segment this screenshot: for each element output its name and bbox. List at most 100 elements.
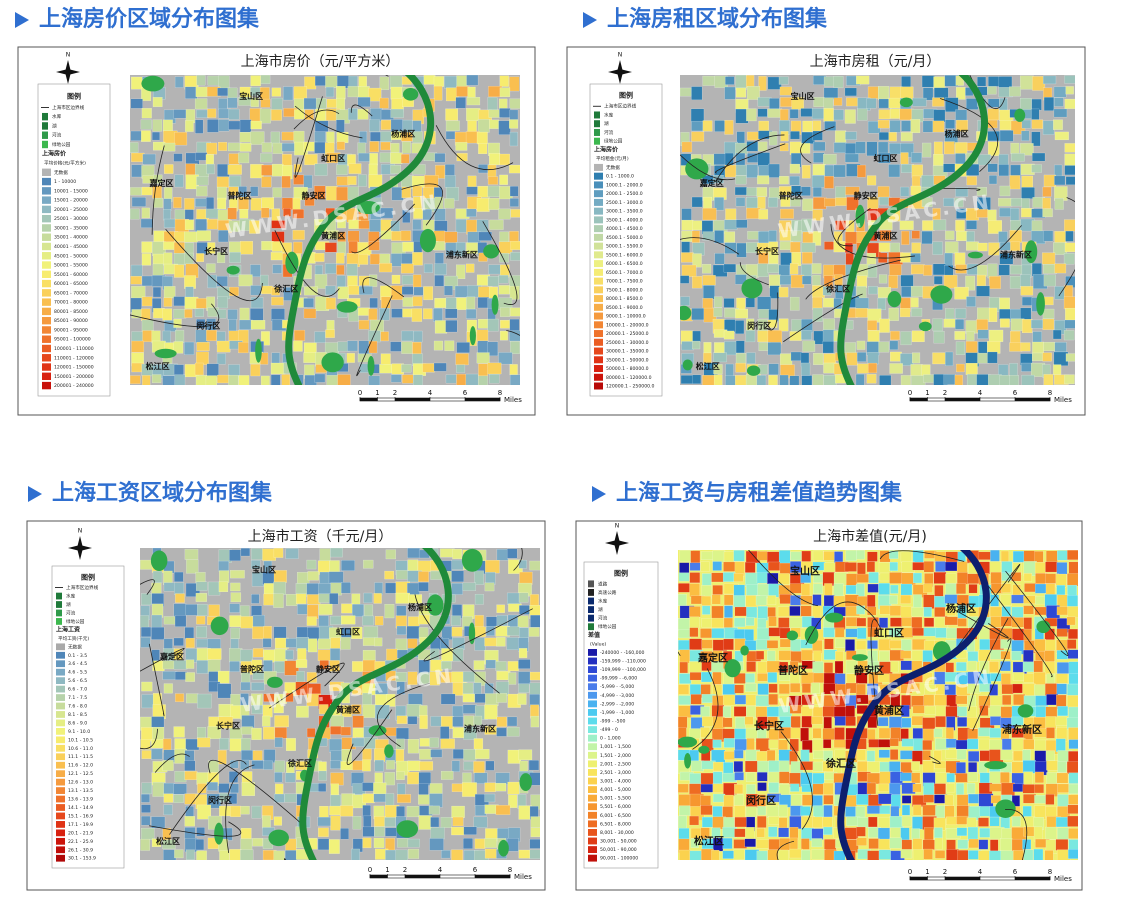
map-patch bbox=[348, 163, 362, 174]
map-patch bbox=[271, 241, 283, 252]
map-patch bbox=[240, 241, 254, 255]
map-patch bbox=[844, 562, 857, 572]
map-patch bbox=[735, 197, 746, 207]
legend-swatch bbox=[594, 172, 603, 180]
map-patch bbox=[174, 615, 187, 627]
green-space bbox=[887, 291, 902, 308]
map-patch bbox=[1023, 605, 1034, 615]
map-patch bbox=[358, 174, 367, 187]
map-patch bbox=[956, 119, 969, 132]
map-patch bbox=[184, 627, 195, 639]
map-patch bbox=[678, 705, 692, 718]
map-patch bbox=[911, 761, 921, 771]
map-patch bbox=[800, 727, 809, 742]
map-patch bbox=[990, 795, 1001, 804]
map-patch bbox=[1010, 208, 1020, 222]
legend-swatch bbox=[56, 736, 65, 744]
map-patch bbox=[273, 581, 286, 595]
district-boundary bbox=[269, 662, 345, 709]
map-patch bbox=[712, 771, 723, 785]
map-patch bbox=[396, 727, 409, 740]
map-patch bbox=[1057, 550, 1069, 561]
map-patch bbox=[1067, 628, 1078, 640]
map-patch bbox=[779, 109, 789, 121]
map-patch bbox=[987, 351, 998, 364]
map-patch bbox=[452, 637, 465, 650]
legend-label: 35001 - 40000 bbox=[54, 235, 88, 241]
legend-label: 湖 bbox=[604, 120, 609, 127]
map-patch bbox=[867, 330, 880, 342]
legend-swatch bbox=[42, 335, 51, 343]
map-patch bbox=[800, 186, 811, 196]
map-patch bbox=[216, 340, 231, 353]
map-patch bbox=[467, 120, 477, 133]
map-patch bbox=[380, 207, 394, 219]
map-patch bbox=[976, 187, 987, 196]
map-patch bbox=[801, 550, 812, 563]
map-patch bbox=[329, 660, 340, 672]
map-patch bbox=[362, 826, 375, 837]
map-patch bbox=[778, 760, 790, 773]
map-patch bbox=[318, 603, 333, 615]
map-patch bbox=[401, 132, 413, 142]
map-patch bbox=[474, 570, 484, 585]
map-patch bbox=[976, 274, 986, 288]
district-boundary bbox=[940, 98, 998, 173]
map-patch bbox=[834, 627, 845, 638]
legend-label: 9000.1 - 10000.0 bbox=[606, 314, 646, 320]
map-patch bbox=[196, 342, 210, 351]
map-patch bbox=[1042, 318, 1055, 330]
map-patch bbox=[1054, 198, 1064, 210]
map-patch bbox=[445, 120, 460, 131]
map-patch bbox=[834, 130, 847, 145]
map-patch bbox=[855, 806, 866, 818]
map-patch bbox=[466, 208, 477, 217]
map-patch bbox=[1010, 197, 1023, 207]
map-patch bbox=[351, 704, 362, 715]
map-patch bbox=[484, 637, 498, 647]
map-patch bbox=[216, 186, 227, 200]
legend-label: -109,999 - -100,000 bbox=[600, 667, 646, 673]
map-patch bbox=[680, 375, 695, 384]
map-patch bbox=[812, 197, 827, 210]
legend-label: 11.6 - 12.0 bbox=[68, 763, 93, 769]
map-patch bbox=[434, 298, 447, 308]
district-label: 嘉定区 bbox=[159, 652, 184, 662]
map-patch bbox=[824, 839, 837, 851]
district-boundary bbox=[154, 753, 190, 773]
map-patch bbox=[271, 352, 280, 365]
map-patch bbox=[757, 815, 767, 828]
map-patch bbox=[413, 330, 423, 343]
map-patch bbox=[518, 749, 533, 761]
map-patch bbox=[700, 805, 713, 816]
district-label: 宝山区 bbox=[791, 91, 815, 101]
map-patch bbox=[250, 131, 265, 145]
green-space bbox=[141, 75, 165, 92]
district-boundary bbox=[169, 760, 247, 835]
map-patch bbox=[207, 108, 217, 118]
map-patch bbox=[745, 673, 755, 683]
map-patch bbox=[285, 548, 299, 559]
legend-title: 图例 bbox=[619, 91, 633, 100]
map-patch bbox=[767, 595, 777, 605]
map-patch bbox=[306, 559, 317, 570]
map-patch bbox=[434, 320, 448, 334]
legend-label: 90,001 - 100000 bbox=[600, 856, 638, 862]
map-patch bbox=[444, 198, 455, 209]
legend-swatch bbox=[588, 777, 597, 785]
map-patch bbox=[441, 626, 453, 640]
map-patch bbox=[989, 739, 1004, 751]
map-patch bbox=[487, 176, 499, 185]
map-patch bbox=[955, 341, 966, 355]
map-patch bbox=[263, 625, 272, 640]
map-patch bbox=[368, 241, 380, 251]
map-patch bbox=[196, 230, 211, 242]
map-patch bbox=[271, 287, 280, 296]
map-patch bbox=[368, 174, 383, 189]
map-patch bbox=[1055, 716, 1068, 726]
legend-swatch bbox=[588, 623, 594, 631]
map-patch bbox=[487, 362, 502, 375]
map-patch bbox=[498, 285, 510, 295]
map-patch bbox=[746, 141, 758, 152]
map-patch bbox=[340, 637, 351, 650]
